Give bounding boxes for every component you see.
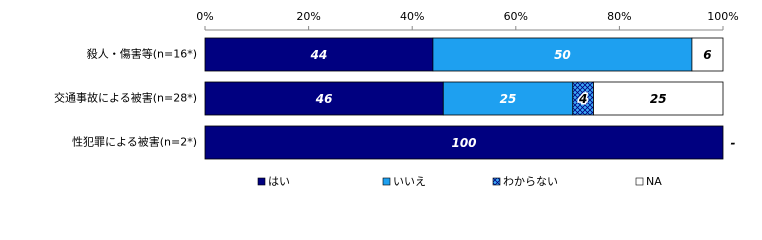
bar-segment: [204, 37, 434, 72]
x-tick-label: 0%: [196, 10, 213, 23]
value-label: 4: [578, 92, 587, 106]
x-tick-label: 80%: [607, 10, 631, 23]
bar-segment: [204, 125, 724, 160]
value-label: -: [731, 136, 736, 150]
value-label: 100: [451, 136, 476, 150]
category-label: 性犯罪による被害(n=2*): [72, 135, 197, 149]
legend-label: NA: [646, 175, 662, 188]
bar-segment: [593, 81, 724, 116]
value-label: 25: [500, 92, 517, 106]
value-label: 50: [554, 48, 571, 62]
bar-segment: [432, 37, 693, 72]
legend-swatch: [492, 177, 501, 186]
bar-segment: [204, 81, 444, 116]
legend-item: はい: [257, 175, 290, 188]
chart: 0% 20% 40% 60% 80% 100% 殺人・傷害等(n=16*) 44 50 6 交通事故…: [54, 10, 739, 188]
legend-label: わからない: [503, 175, 558, 188]
x-tick-label: 20%: [296, 10, 320, 23]
bar-segment: [442, 81, 574, 116]
x-tick-label: 60%: [504, 10, 528, 23]
x-tick-label: 40%: [400, 10, 424, 23]
legend-item: いいえ: [382, 175, 426, 188]
bar-segment: [691, 37, 724, 72]
legend-swatch: [382, 177, 391, 186]
x-tick-label: 100%: [707, 10, 738, 23]
category-label: 殺人・傷害等(n=16*): [87, 47, 197, 61]
legend-label: いいえ: [393, 175, 426, 188]
legend-swatch: [257, 177, 266, 186]
legend-label: はい: [268, 175, 290, 188]
value-label: 6: [703, 48, 711, 62]
value-label: 44: [310, 48, 328, 62]
legend-item: NA: [635, 175, 662, 188]
category-label: 交通事故による被害(n=28*): [54, 91, 197, 105]
legend-item: わからない: [492, 175, 558, 188]
value-label: 25: [650, 92, 667, 106]
value-label: 46: [315, 92, 333, 106]
legend-swatch: [635, 177, 644, 186]
